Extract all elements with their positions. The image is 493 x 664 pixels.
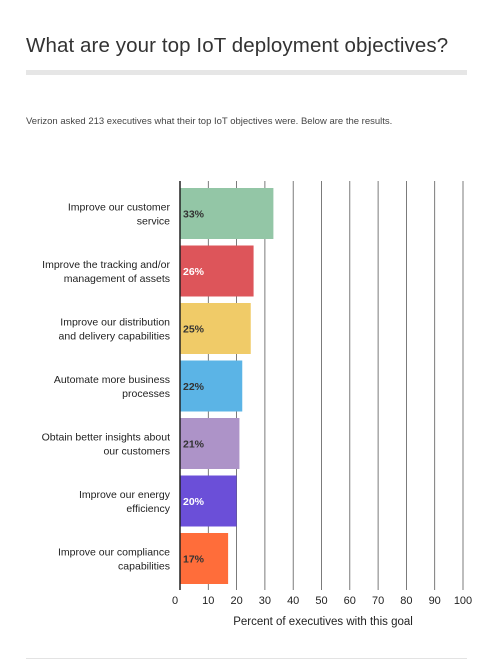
bar-4 <box>180 360 243 412</box>
bar-2 <box>180 245 254 297</box>
bar-6 <box>180 475 237 527</box>
x-tick-label-0: 0 <box>172 595 178 607</box>
data-label-7: 17% <box>183 554 205 566</box>
page-subtitle: Verizon asked 213 executives what their … <box>26 116 393 127</box>
page-title: What are your top IoT deployment objecti… <box>26 34 449 57</box>
category-label-4: Automate more business processes <box>54 374 170 400</box>
data-label-4: 22% <box>183 381 205 393</box>
category-label-3: Improve our distribution and delivery cap… <box>59 317 171 343</box>
data-label-3: 25% <box>183 324 205 336</box>
bottom-divider <box>26 658 467 659</box>
category-label-5: Obtain better insights about our customer… <box>42 432 170 458</box>
x-tick-label-80: 80 <box>400 595 412 607</box>
bar-1 <box>180 188 274 239</box>
x-tick-label-10: 10 <box>202 595 214 607</box>
x-tick-label-40: 40 <box>287 595 299 607</box>
title-divider <box>26 70 467 75</box>
data-label-2: 26% <box>183 266 205 278</box>
category-label-1: Improve our customer service <box>68 202 171 228</box>
data-label-1: 33% <box>183 209 205 221</box>
x-tick-label-100: 100 <box>454 595 472 607</box>
bar-7 <box>180 533 229 584</box>
data-label-5: 21% <box>183 439 205 451</box>
x-tick-label-70: 70 <box>372 595 384 607</box>
x-tick-label-50: 50 <box>315 595 327 607</box>
category-label-2: Improve the tracking and/or management of… <box>42 259 170 285</box>
x-axis-title: Percent of executives with this goal <box>233 616 413 628</box>
x-tick-label-90: 90 <box>429 595 441 607</box>
x-tick-label-60: 60 <box>344 595 356 607</box>
bar-3 <box>180 303 251 354</box>
bar-5 <box>180 418 240 469</box>
category-label-7: Improve our compliance capabilities <box>58 547 170 573</box>
x-tick-label-30: 30 <box>259 595 271 607</box>
x-tick-label-20: 20 <box>230 595 242 607</box>
category-label-6: Improve our energy efficiency <box>79 489 171 515</box>
data-label-6: 20% <box>183 496 205 508</box>
